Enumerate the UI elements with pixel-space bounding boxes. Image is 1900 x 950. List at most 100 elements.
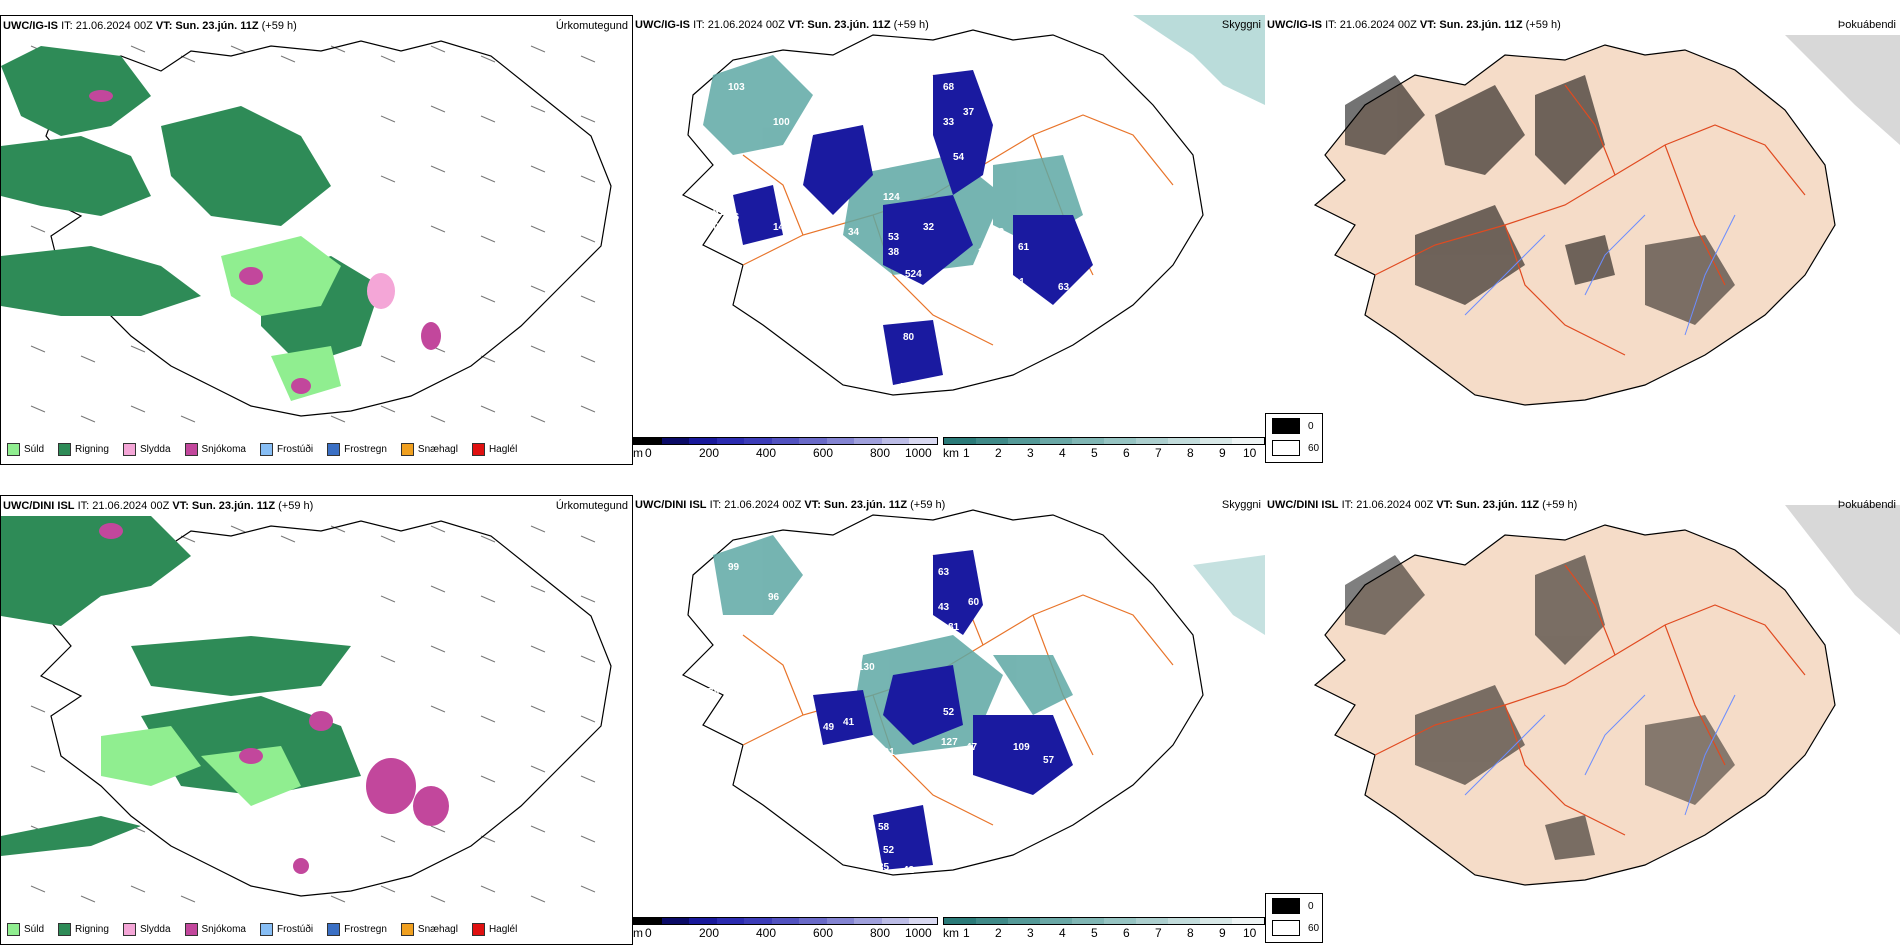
lead-time: (+59 h) xyxy=(910,499,946,511)
panel-title: Þokuábendi xyxy=(1837,19,1896,31)
valid-time: Sun. 23.jún. 11Z xyxy=(807,19,891,31)
tick-label: 10 xyxy=(1243,446,1257,460)
tick-label: 5 xyxy=(1091,926,1098,940)
legend-swatch xyxy=(471,923,485,936)
tick-label: 200 xyxy=(699,446,720,460)
colorbar-segment xyxy=(1168,438,1200,444)
fog-swatch xyxy=(1272,440,1300,456)
visibility-values: 99 63 60 43 81 9 82 87 143 78 90 130 49 … xyxy=(708,562,1077,876)
tick-label: 400 xyxy=(756,926,777,940)
init-time: IT: 21.06.2024 00Z xyxy=(61,20,153,32)
precip-type-panel-2: UWC/DINI ISL IT: 21.06.2024 00Z VT: Sun.… xyxy=(0,495,633,945)
legend-swatch xyxy=(400,443,414,456)
value-label: 17 xyxy=(803,132,815,143)
legend-label: Haglél xyxy=(488,924,518,935)
lead-time: (+59 h) xyxy=(893,19,929,31)
tick-label: 1000 xyxy=(905,926,932,940)
tick-label: 2 xyxy=(995,446,1002,460)
roads xyxy=(1374,564,1806,836)
legend-label: Snjókoma xyxy=(201,924,246,935)
value-label: 54 xyxy=(913,117,925,128)
tick-label: 4 xyxy=(1059,446,1066,460)
visibility-colorbar: km 1 2 3 4 5 6 7 8 9 10 xyxy=(943,917,1265,941)
fog-map-2 xyxy=(1313,505,1900,886)
legend-swatch xyxy=(58,923,72,936)
valid-label: VT: xyxy=(1419,19,1437,31)
value-label: 101 xyxy=(878,747,895,758)
colorbar-segment xyxy=(826,918,855,924)
colorbar-segment xyxy=(1008,918,1040,924)
colorbar-segment xyxy=(1168,918,1200,924)
legend-swatch xyxy=(7,443,20,456)
valid-time: Sun. 23.jún. 11Z xyxy=(1455,499,1540,511)
value-label: 90 xyxy=(763,682,775,693)
value-label: 101 xyxy=(1008,277,1025,288)
valid-label: VT: xyxy=(1436,499,1453,511)
value-label: 44 xyxy=(898,382,910,393)
valid-label: VT: xyxy=(172,500,189,512)
panel-header: UWC/IG-IS IT: 21.06.2024 00Z VT: Sun. 23… xyxy=(635,19,929,31)
legend-label: Rigning xyxy=(75,444,109,455)
legend-item: Súld xyxy=(7,443,44,456)
tick-label: 10 xyxy=(1243,926,1257,940)
legend-item: Frostregn xyxy=(327,923,387,936)
fog-swatch xyxy=(1272,920,1300,936)
value-label: 46 xyxy=(738,167,750,178)
value-label: 47 xyxy=(966,742,978,753)
colorbar-segment xyxy=(944,438,976,444)
roads xyxy=(1374,84,1806,356)
value-label: 186 xyxy=(883,282,900,293)
panel-title: Skyggni xyxy=(1221,19,1261,31)
rivers xyxy=(1464,694,1736,816)
value-label: 100 xyxy=(773,117,790,128)
value-label: 38 xyxy=(888,247,900,258)
value-label: 63 xyxy=(1058,282,1070,293)
fog-label: 0 xyxy=(1308,420,1314,432)
valid-time: Sun. 23.jún. 11Z xyxy=(175,20,259,32)
tick-label: 1000 xyxy=(905,446,932,460)
fog-shading xyxy=(1345,75,1735,325)
panel-title: Þokuábendi xyxy=(1837,499,1896,511)
tick-label: 2 xyxy=(995,926,1002,940)
legend-item: Slydda xyxy=(122,443,171,456)
value-label: 73 xyxy=(993,227,1005,238)
value-label: 78 xyxy=(708,687,720,698)
colorbar-segment xyxy=(854,438,882,444)
legend-label: Frostregn xyxy=(344,444,387,455)
value-label: 61 xyxy=(1018,242,1030,253)
value-label: 53 xyxy=(888,232,900,243)
value-label: 40 xyxy=(828,257,840,268)
panel-title: Skyggni xyxy=(1221,499,1261,511)
colorbar-segment xyxy=(744,438,772,444)
colorbar-segment xyxy=(1104,438,1136,444)
tick-label: 7 xyxy=(1155,926,1162,940)
init-time: IT: 21.06.2024 00Z xyxy=(1341,499,1434,511)
colorbar-segment xyxy=(1136,438,1168,444)
value-label: 34 xyxy=(853,252,865,263)
valid-time: Sun. 23.jún. 11Z xyxy=(191,500,276,512)
visibility-unit: km xyxy=(943,446,959,460)
colorbar-segment xyxy=(744,918,772,924)
fog-shading xyxy=(1345,555,1735,860)
legend-item: Rigning xyxy=(58,923,109,936)
value-label: 52 xyxy=(798,269,810,280)
visibility-map-2: 99 63 60 43 81 9 82 87 143 78 90 130 49 … xyxy=(681,509,1265,876)
colorbar-segment xyxy=(1040,438,1072,444)
colorbar-segment xyxy=(716,438,745,444)
tick-label: 8 xyxy=(1187,446,1194,460)
value-label: 82 xyxy=(913,607,925,618)
fog-label: 60 xyxy=(1308,922,1320,934)
value-label: 34 xyxy=(848,227,860,238)
legend-swatch xyxy=(259,923,273,936)
legend-label: Slydda xyxy=(139,444,171,455)
legend-item: Frostregn xyxy=(327,443,387,456)
legend-item: Rigning xyxy=(58,443,109,456)
colorbar-segment xyxy=(1200,438,1232,444)
colorbar-segment xyxy=(881,438,910,444)
legend-label: Snæhagl xyxy=(417,444,458,455)
precip-type-map-1 xyxy=(1,40,612,423)
value-label: 35 xyxy=(878,862,890,873)
model-name: UWC/IG-IS xyxy=(635,19,690,31)
legend-item: Snjókoma xyxy=(184,923,246,936)
fog-panel-2: UWC/DINI ISL IT: 21.06.2024 00Z VT: Sun.… xyxy=(1265,495,1900,945)
